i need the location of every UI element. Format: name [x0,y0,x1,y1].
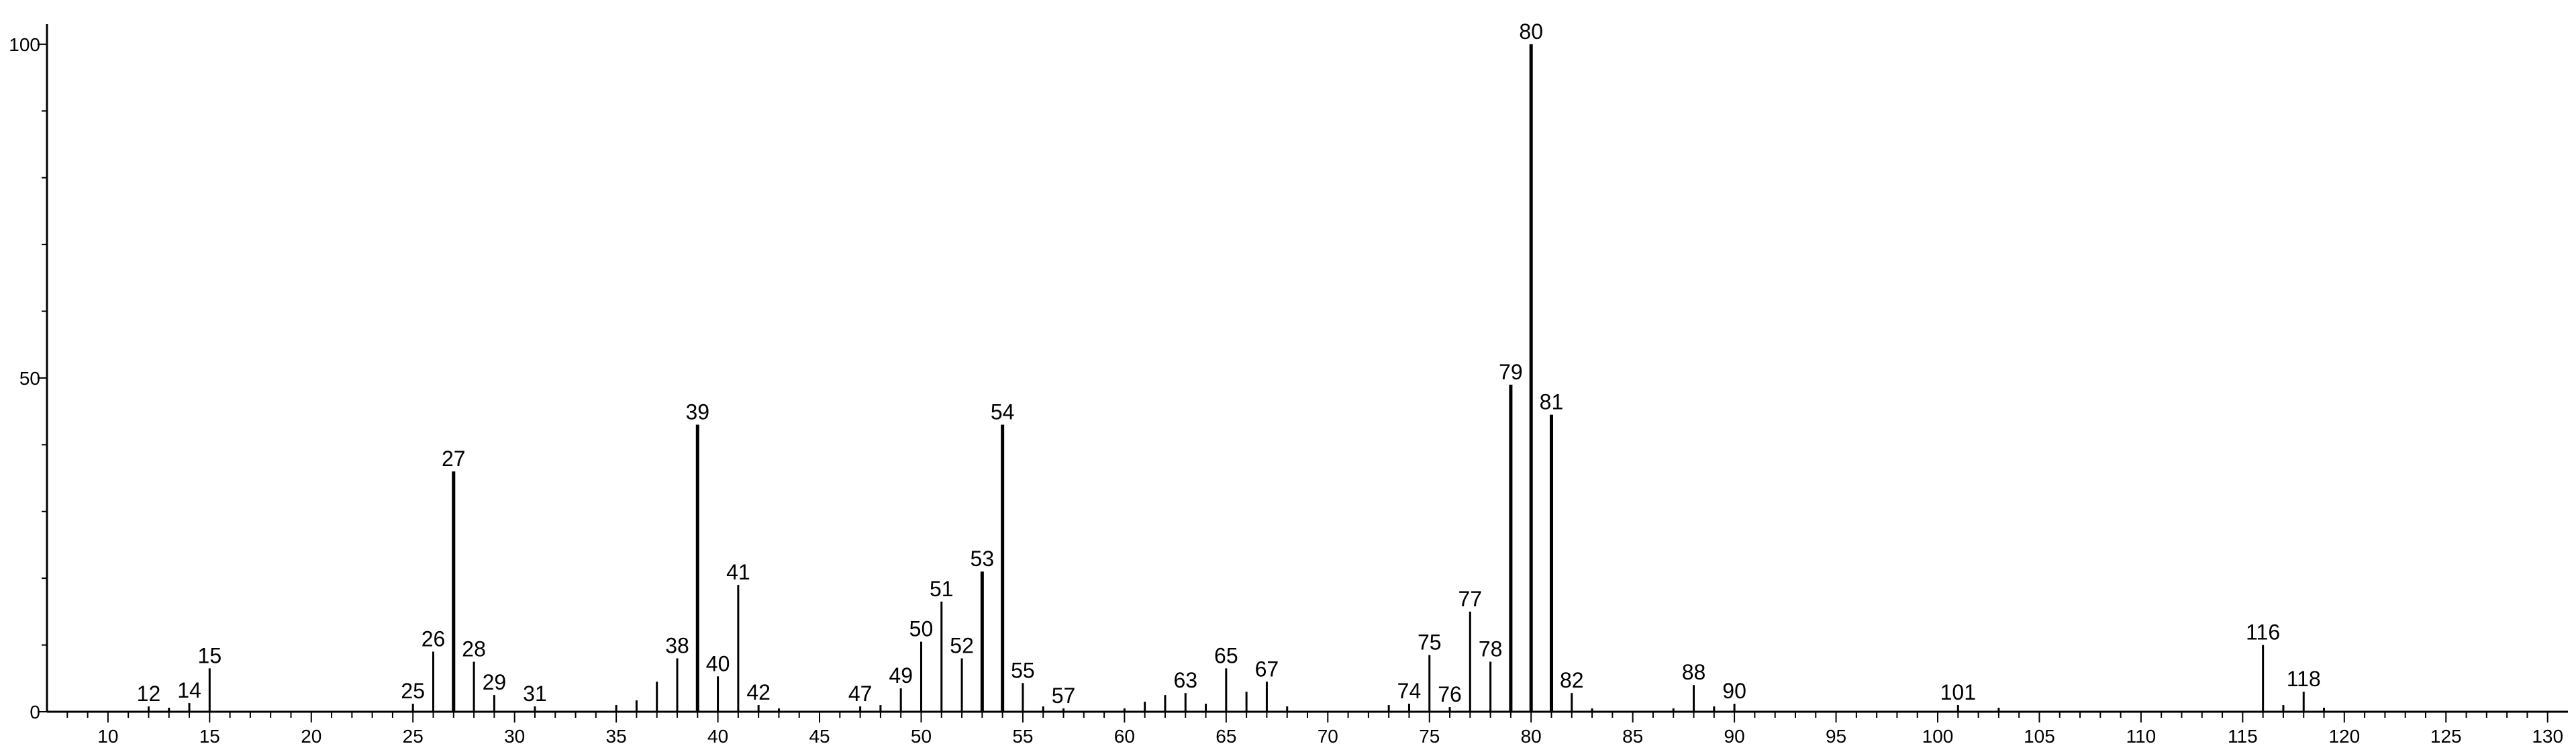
x-tick-label: 100 [1922,726,1954,747]
x-tick-label: 60 [1114,726,1135,747]
x-tick-label: 40 [707,726,728,747]
peak-label: 81 [1540,390,1564,414]
x-tick-label: 20 [301,726,321,747]
peak-label: 27 [442,447,466,471]
x-tick-label: 45 [809,726,830,747]
peak-label: 26 [422,627,446,651]
x-tick-label: 75 [1419,726,1440,747]
x-tick-label: 95 [1826,726,1846,747]
x-tick-label: 35 [606,726,627,747]
peak-label: 40 [706,651,730,675]
peak-label: 54 [991,400,1015,424]
peak-label: 55 [1011,658,1035,682]
peak-label: 78 [1479,637,1503,661]
peak-label: 49 [889,663,913,688]
peak-label: 25 [401,679,425,703]
x-tick-label: 10 [97,726,118,747]
x-tick-label: 105 [2024,726,2055,747]
y-tick-label: 100 [9,34,40,55]
y-tick-label: 50 [19,368,40,389]
peak-label: 51 [930,577,954,601]
peak-label: 63 [1173,668,1197,692]
peak-label: 88 [1682,660,1706,684]
x-tick-label: 110 [2126,726,2157,747]
peak-label: 52 [950,633,974,657]
peak-label: 67 [1255,657,1279,681]
x-tick-label: 65 [1216,726,1236,747]
peak-label: 118 [2287,667,2321,691]
peak-label: 29 [483,670,507,694]
axes: 10 15 20 25 30 35 40 45 50 55 60 65 70 75 80 85 90 95 100 1… [9,24,2568,747]
peak-label: 38 [665,633,689,657]
peak-label: 15 [198,643,222,667]
peak-label: 75 [1418,630,1442,655]
peak-label: 65 [1214,643,1238,667]
x-tick-label: 30 [504,726,525,747]
peak-label: 90 [1722,679,1746,703]
peak-label: 39 [685,400,709,424]
x-tick-label: 80 [1521,726,1542,747]
y-tick-label: 0 [30,702,40,722]
peaks: 12 14 15 25 26 27 28 29 31 38 39 40 41 42 47 49 50 51 52 53… [137,19,2326,712]
peak-label: 80 [1519,19,1543,44]
peak-label: 74 [1397,679,1422,703]
peak-label: 50 [909,617,934,641]
x-tick-label: 70 [1318,726,1338,747]
x-tick-label: 130 [2532,726,2563,747]
peak-label: 77 [1458,587,1483,611]
peak-label: 41 [726,560,750,584]
peak-label: 82 [1560,668,1584,692]
x-tick-label: 50 [911,726,932,747]
x-tick-label: 15 [199,726,220,747]
x-tick-label: 120 [2328,726,2360,747]
peak-label: 12 [137,682,161,706]
peak-label: 101 [1940,680,1976,704]
x-tick-label: 55 [1012,726,1033,747]
peak-label: 47 [848,682,873,706]
peak-label: 14 [177,678,201,702]
x-tick-label: 90 [1724,726,1745,747]
peak-label: 53 [971,547,995,571]
x-tick-label: 125 [2430,726,2462,747]
peak-label: 76 [1438,682,1462,706]
peak-label: 79 [1499,360,1523,384]
peak-label: 42 [746,680,771,704]
peak-label: 116 [2246,620,2280,645]
x-tick-label: 115 [2228,726,2258,747]
x-tick-label: 85 [1622,726,1643,747]
peak-label: 28 [462,637,486,661]
x-tick-label: 25 [403,726,424,747]
peak-label: 31 [523,682,547,706]
peak-label: 57 [1052,684,1076,708]
